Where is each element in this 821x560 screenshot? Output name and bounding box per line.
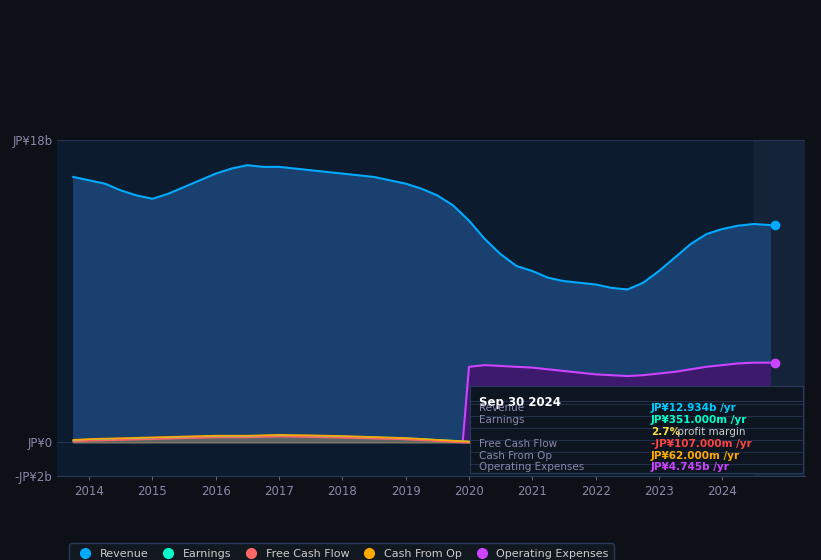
Text: Sep 30 2024: Sep 30 2024 <box>479 396 561 409</box>
Text: profit margin: profit margin <box>674 427 745 437</box>
Text: Operating Expenses: Operating Expenses <box>479 463 584 473</box>
Text: Cash From Op: Cash From Op <box>479 451 552 461</box>
Bar <box>754 140 805 476</box>
Text: Earnings: Earnings <box>479 415 524 425</box>
Text: 2.7%: 2.7% <box>651 427 680 437</box>
Text: JP¥351.000m /yr: JP¥351.000m /yr <box>651 415 747 425</box>
Text: Free Cash Flow: Free Cash Flow <box>479 439 557 449</box>
Text: JP¥4.745b /yr: JP¥4.745b /yr <box>651 463 730 473</box>
Text: JP¥12.934b /yr: JP¥12.934b /yr <box>651 403 736 413</box>
Text: JP¥62.000m /yr: JP¥62.000m /yr <box>651 451 741 461</box>
Text: Revenue: Revenue <box>479 403 524 413</box>
Legend: Revenue, Earnings, Free Cash Flow, Cash From Op, Operating Expenses: Revenue, Earnings, Free Cash Flow, Cash … <box>69 543 614 560</box>
Text: -JP¥107.000m /yr: -JP¥107.000m /yr <box>651 439 752 449</box>
